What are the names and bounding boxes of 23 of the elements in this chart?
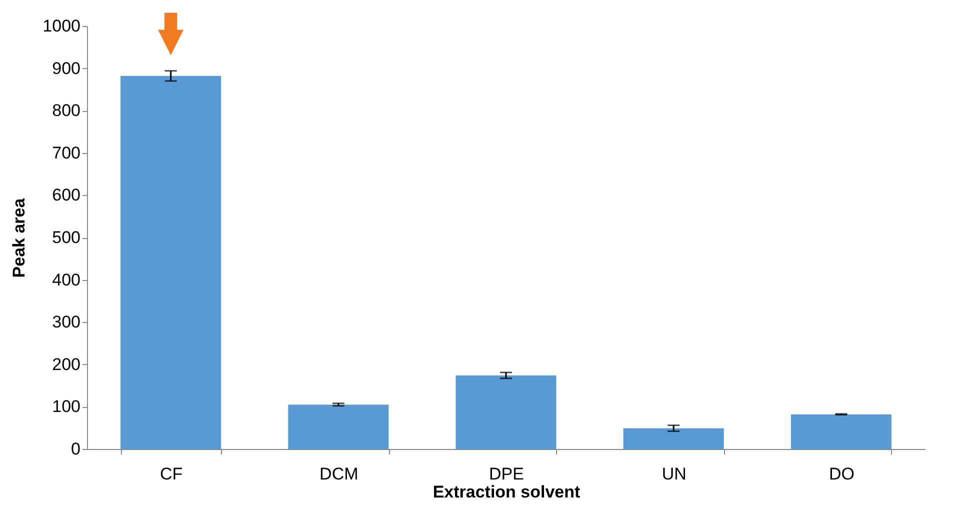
x-tick-label: DCM — [320, 464, 358, 484]
x-tick-label: UN — [662, 464, 686, 484]
y-tick-label: 100 — [52, 397, 80, 416]
y-tick-label: 400 — [52, 270, 80, 290]
bar — [623, 428, 724, 449]
bar — [456, 375, 556, 449]
y-tick-label: 200 — [52, 354, 80, 374]
y-tick-label: 500 — [52, 228, 80, 247]
y-tick-label: 800 — [52, 101, 80, 120]
x-axis-title: Extraction solvent — [432, 482, 581, 502]
y-tick-label: 1000 — [42, 16, 80, 36]
x-tick-label: CF — [160, 464, 183, 484]
y-tick-label: 0 — [71, 440, 80, 458]
bar — [790, 414, 892, 449]
y-tick-label: 900 — [52, 58, 80, 78]
x-tick-label: DPE — [489, 464, 524, 484]
y-axis-title: Peak area — [10, 198, 29, 278]
y-tick-label: 300 — [52, 312, 80, 332]
y-tick-label: 700 — [52, 143, 80, 162]
x-tick-label: DO — [828, 464, 854, 484]
y-tick-label: 600 — [52, 186, 80, 205]
bar — [288, 404, 389, 449]
bar — [120, 76, 222, 449]
